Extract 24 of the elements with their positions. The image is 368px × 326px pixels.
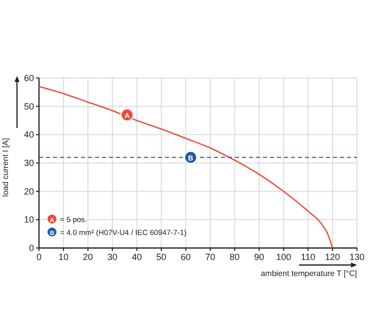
y-tick-label: 0 <box>28 243 34 253</box>
y-tick-label: 50 <box>24 101 34 112</box>
x-tick-label: 110 <box>300 252 316 262</box>
x-tick-label: 90 <box>254 252 264 262</box>
x-tick-label: 70 <box>205 252 216 262</box>
x-tick-label: 50 <box>156 252 166 262</box>
x-tick-label: 130 <box>349 252 365 262</box>
x-tick-label: 120 <box>325 252 340 262</box>
x-tick-label: 20 <box>82 252 93 262</box>
x-tick-label: 40 <box>132 252 142 262</box>
x-tick-label: 30 <box>107 252 118 262</box>
line-series <box>38 86 334 249</box>
y-tick-label: 40 <box>24 130 34 140</box>
y-tick-label: 30 <box>24 158 34 168</box>
x-tick-label: 0 <box>36 252 42 262</box>
y-tick-label: 10 <box>24 214 34 225</box>
x-tick-label: 100 <box>276 252 292 262</box>
x-tick-label: 60 <box>180 252 191 262</box>
y-axis-title: load current I [A] <box>1 138 10 197</box>
x-tick-label: 80 <box>230 252 240 262</box>
x-tick-label: 10 <box>58 252 68 262</box>
y-tick-label: 20 <box>24 186 34 196</box>
y-tick-label: 60 <box>24 73 34 83</box>
x-axis-title: ambient temperature T [°C] <box>260 269 357 278</box>
